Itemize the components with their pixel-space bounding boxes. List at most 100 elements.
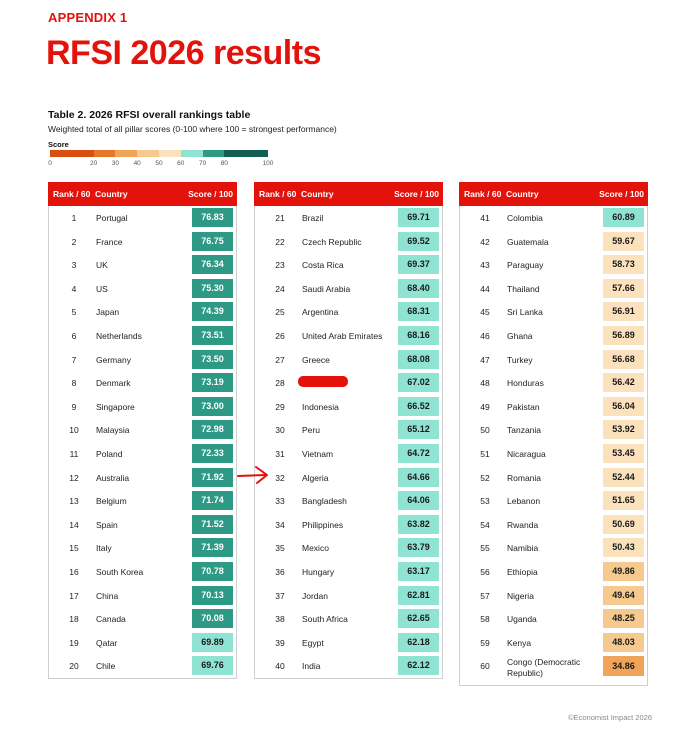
- country-cell: Turkey: [507, 354, 533, 365]
- legend-band: [137, 150, 159, 157]
- legend-tick: 60: [177, 160, 185, 167]
- score-cell: 56.04: [603, 396, 644, 416]
- country-cell: Romania: [507, 472, 542, 483]
- score-cell: 59.67: [603, 231, 644, 251]
- rank-cell: 9: [71, 401, 77, 412]
- score-cell: 73.50: [192, 349, 233, 369]
- table-row: 5 Japan 74.39: [49, 300, 236, 324]
- country-cell: China: [96, 590, 119, 601]
- rank-cell: 35: [275, 543, 285, 554]
- header-score: Score / 100: [188, 189, 233, 199]
- country-cell: South Korea: [96, 566, 144, 577]
- rank-cell: 25: [275, 307, 285, 318]
- table-row: 30 Peru 65.12: [255, 418, 442, 442]
- legend-band: [115, 150, 138, 157]
- rank-cell: 60: [480, 661, 490, 672]
- score-cell: 68.08: [398, 349, 439, 369]
- country-cell: Czech Republic: [302, 236, 362, 247]
- legend-band: [180, 150, 203, 157]
- rank-cell: 48: [480, 378, 490, 389]
- table-row: 26 United Arab Emirates 68.16: [255, 324, 442, 348]
- score-cell: 62.12: [398, 656, 439, 676]
- country-cell: Congo (Democratic Republic): [507, 657, 581, 679]
- rank-cell: 12: [69, 472, 79, 483]
- rank-cell: 59: [480, 637, 490, 648]
- score-cell: 49.86: [603, 561, 644, 581]
- legend-title: Score: [48, 140, 69, 149]
- rank-cell: 5: [71, 307, 77, 318]
- country-cell: Poland: [96, 448, 123, 459]
- table-title: Table 2. 2026 RFSI overall rankings tabl…: [48, 109, 251, 121]
- table-row: 37 Jordan 62.81: [255, 584, 442, 608]
- table-header: Rank / 60 Country Score / 100: [48, 182, 237, 206]
- table-row: 57 Nigeria 49.64: [460, 584, 647, 608]
- score-cell: 49.64: [603, 585, 644, 605]
- rank-cell: 19: [69, 637, 79, 648]
- country-cell: Colombia: [507, 213, 543, 223]
- rankings-column-3: Rank / 60 Country Score / 100 41 Colombia…: [459, 182, 648, 687]
- table-row: 44 Thailand 57.66: [460, 277, 647, 301]
- rank-cell: 32: [275, 472, 285, 483]
- table-row: 14 Spain 71.52: [49, 513, 236, 537]
- table-row: 33 Bangladesh 64.06: [255, 489, 442, 513]
- table-row: 32 Algeria 64.66: [255, 466, 442, 490]
- table-row: 53 Lebanon 51.65: [460, 489, 647, 513]
- rank-cell: 36: [275, 566, 285, 577]
- rank-cell: 1: [71, 213, 77, 223]
- score-cell: 69.52: [398, 231, 439, 251]
- country-cell: Belgium: [96, 496, 127, 507]
- rank-cell: 40: [275, 661, 285, 672]
- rank-cell: 18: [69, 614, 79, 625]
- score-cell: 73.51: [192, 325, 233, 345]
- table-row: 16 South Korea 70.78: [49, 560, 236, 584]
- country-cell: Canada: [96, 614, 126, 625]
- country-cell: Algeria: [302, 472, 329, 483]
- country-cell: Argentina: [302, 307, 339, 318]
- table-row: 21 Brazil 69.71: [255, 206, 442, 230]
- table-row: 47 Turkey 56.68: [460, 348, 647, 372]
- rank-cell: 33: [275, 496, 285, 507]
- table-body: 41 Colombia 60.89 42 Guatemala 59.67 43 Paragua…: [459, 206, 648, 687]
- rank-cell: 52: [480, 472, 490, 483]
- page-title: RFSI 2026 results: [46, 34, 321, 72]
- country-cell: Tanzania: [507, 425, 542, 436]
- score-cell: 71.74: [192, 491, 233, 511]
- score-cell: 50.69: [603, 514, 644, 534]
- score-cell: 68.40: [398, 278, 439, 298]
- country-cell: Egypt: [302, 637, 324, 648]
- rank-cell: 50: [480, 425, 490, 436]
- header-rank: Rank / 60: [53, 189, 91, 199]
- table-row: 60 Congo (Democratic Republic) 34.86: [460, 654, 647, 685]
- country-cell: Qatar: [96, 637, 118, 648]
- score-cell: 53.92: [603, 420, 644, 440]
- table-subtitle: Weighted total of all pillar scores (0-1…: [48, 124, 337, 134]
- header-country: Country: [301, 189, 334, 199]
- score-cell: 62.18: [398, 632, 439, 652]
- table-row: 45 Sri Lanka 56.91: [460, 300, 647, 324]
- country-cell: US: [96, 283, 108, 294]
- country-cell: Greece: [302, 354, 330, 365]
- score-cell: 34.86: [603, 656, 644, 677]
- rank-cell: 54: [480, 519, 490, 530]
- table-row: 4 US 75.30: [49, 277, 236, 301]
- rank-cell: 45: [480, 307, 490, 318]
- rank-cell: 22: [275, 236, 285, 247]
- score-cell: 68.31: [398, 302, 439, 322]
- header-score: Score / 100: [599, 189, 644, 199]
- score-cell: 69.71: [398, 208, 439, 227]
- header-rank: Rank / 60: [259, 189, 297, 199]
- legend-tick: 0: [48, 160, 52, 167]
- score-cell: 64.06: [398, 491, 439, 511]
- rank-cell: 6: [71, 330, 77, 341]
- country-cell: Portugal: [96, 213, 128, 223]
- score-cell: 51.65: [603, 491, 644, 511]
- table-row: 46 Ghana 56.89: [460, 324, 647, 348]
- country-cell: Ghana: [507, 330, 533, 341]
- table-row: 28 67.02: [255, 371, 442, 395]
- table-body: 1 Portugal 76.83 2 France 76.75 3 UK 76.34 4 US 75.…: [48, 206, 237, 679]
- country-cell: Chile: [96, 661, 116, 672]
- country-cell: Namibia: [507, 543, 539, 554]
- table-row: 22 Czech Republic 69.52: [255, 230, 442, 254]
- table-row: 54 Rwanda 50.69: [460, 513, 647, 537]
- table-row: 7 Germany 73.50: [49, 348, 236, 372]
